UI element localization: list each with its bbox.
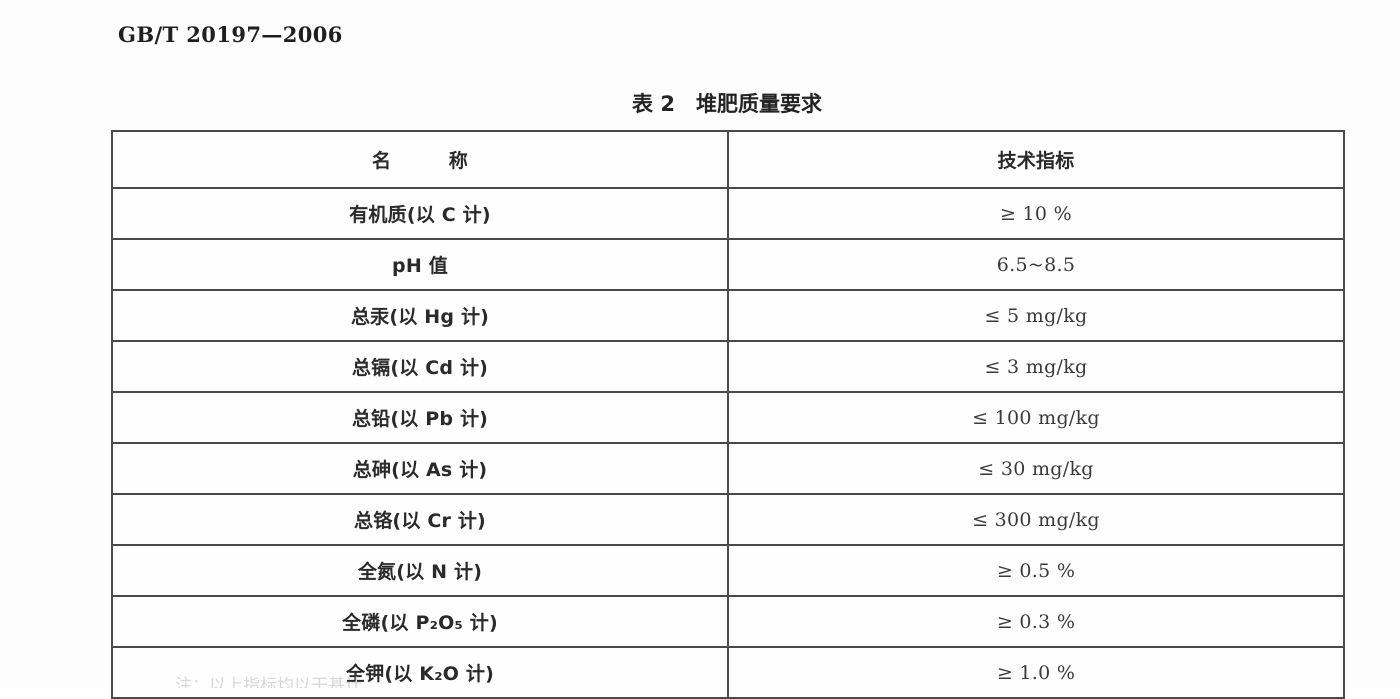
cell-name-label: 总铬(以 Cr 计) xyxy=(354,510,486,532)
table-row: 总砷(以 As 计) ≤ 30 mg/kg xyxy=(111,442,1345,495)
cell-value-label: 6.5~8.5 xyxy=(996,253,1076,276)
clipped-footnote: 注：以上指标均以干基计 xyxy=(175,676,362,688)
table-row: 总铬(以 Cr 计) ≤ 300 mg/kg xyxy=(111,493,1345,546)
cell-value: ≥ 0.5 % xyxy=(727,544,1345,597)
cell-value-label: ≤ 5 mg/kg xyxy=(984,304,1088,327)
cell-name: 总砷(以 As 计) xyxy=(111,442,729,495)
document-running-head: GB/T 20197—2006 xyxy=(118,22,343,47)
column-header-name: 名 称 xyxy=(111,130,729,189)
column-header-name-label: 名 称 xyxy=(371,150,468,172)
cell-value: ≤ 30 mg/kg xyxy=(727,442,1345,495)
cell-value: ≥ 0.3 % xyxy=(727,595,1345,648)
cell-name-label: 总砷(以 As 计) xyxy=(352,459,488,481)
column-header-technical-index: 技术指标 xyxy=(727,130,1345,189)
cell-value: ≥ 10 % xyxy=(727,187,1345,240)
cell-name: pH 值 xyxy=(111,238,729,291)
cell-value: ≥ 1.0 % xyxy=(727,646,1345,699)
cell-value: ≤ 100 mg/kg xyxy=(727,391,1345,444)
table-header: 名 称 技术指标 xyxy=(111,130,1345,189)
table-row: 有机质(以 C 计) ≥ 10 % xyxy=(111,187,1345,240)
cell-name: 全氮(以 N 计) xyxy=(111,544,729,597)
table-row: 全磷(以 P₂O₅ 计) ≥ 0.3 % xyxy=(111,595,1345,648)
cell-name: 有机质(以 C 计) xyxy=(111,187,729,240)
cell-name-label: 有机质(以 C 计) xyxy=(349,204,491,226)
cell-value-label: ≤ 100 mg/kg xyxy=(972,406,1100,429)
cell-value-label: ≤ 3 mg/kg xyxy=(984,355,1088,378)
cell-name-label: pH 值 xyxy=(392,255,448,277)
cell-value-label: ≥ 10 % xyxy=(999,202,1073,225)
cell-name-label: 全氮(以 N 计) xyxy=(357,561,483,583)
table-row: 总镉(以 Cd 计) ≤ 3 mg/kg xyxy=(111,340,1345,393)
cell-name-label: 全钾(以 K₂O 计) xyxy=(346,663,494,685)
table-header-row: 名 称 技术指标 xyxy=(111,130,1345,189)
cell-value: 6.5~8.5 xyxy=(727,238,1345,291)
compost-quality-table: 名 称 技术指标 有机质(以 C 计) ≥ 10 % pH 值 6.5~8.5 xyxy=(111,130,1345,699)
table-caption: 表 2 堆肥质量要求 xyxy=(632,92,822,116)
table-row: 全氮(以 N 计) ≥ 0.5 % xyxy=(111,544,1345,597)
cell-name-label: 全磷(以 P₂O₅ 计) xyxy=(342,612,498,634)
cell-name: 总铅(以 Pb 计) xyxy=(111,391,729,444)
cell-value: ≤ 5 mg/kg xyxy=(727,289,1345,342)
cell-name: 全磷(以 P₂O₅ 计) xyxy=(111,595,729,648)
column-header-technical-index-label: 技术指标 xyxy=(997,150,1075,172)
table-container: 名 称 技术指标 有机质(以 C 计) ≥ 10 % pH 值 6.5~8.5 xyxy=(111,130,1345,699)
cell-value: ≤ 3 mg/kg xyxy=(727,340,1345,393)
cell-value-label: ≤ 30 mg/kg xyxy=(978,457,1094,480)
table-body: 有机质(以 C 计) ≥ 10 % pH 值 6.5~8.5 总汞(以 Hg 计… xyxy=(111,187,1345,699)
cell-name: 总镉(以 Cd 计) xyxy=(111,340,729,393)
cell-value-label: ≥ 0.5 % xyxy=(996,559,1076,582)
cell-name: 总铬(以 Cr 计) xyxy=(111,493,729,546)
cell-value-label: ≥ 0.3 % xyxy=(996,610,1076,633)
cell-name: 全钾(以 K₂O 计) xyxy=(111,646,729,699)
table-row: 全钾(以 K₂O 计) ≥ 1.0 % xyxy=(111,646,1345,699)
cell-name: 总汞(以 Hg 计) xyxy=(111,289,729,342)
cell-value-label: ≤ 300 mg/kg xyxy=(972,508,1100,531)
cell-name-label: 总汞(以 Hg 计) xyxy=(350,306,490,328)
table-row: 总汞(以 Hg 计) ≤ 5 mg/kg xyxy=(111,289,1345,342)
cell-name-label: 总铅(以 Pb 计) xyxy=(351,408,489,430)
table-row: 总铅(以 Pb 计) ≤ 100 mg/kg xyxy=(111,391,1345,444)
cell-value-label: ≥ 1.0 % xyxy=(996,661,1076,684)
table-row: pH 值 6.5~8.5 xyxy=(111,238,1345,291)
cell-name-label: 总镉(以 Cd 计) xyxy=(351,357,489,379)
cell-value: ≤ 300 mg/kg xyxy=(727,493,1345,546)
